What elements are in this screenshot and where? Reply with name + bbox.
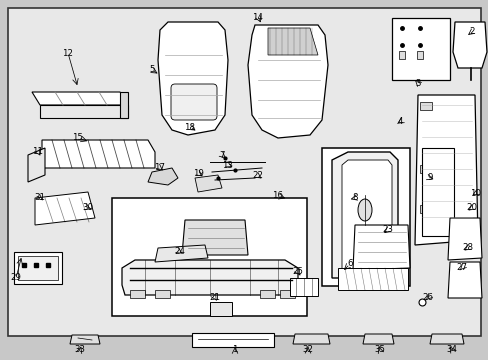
Text: 7: 7	[219, 150, 224, 159]
Polygon shape	[122, 260, 297, 295]
Bar	[321, 148, 409, 286]
Bar	[337, 268, 407, 290]
Text: 17: 17	[154, 163, 165, 172]
Polygon shape	[148, 168, 178, 185]
Polygon shape	[341, 160, 391, 270]
Bar	[398, 51, 404, 59]
Polygon shape	[447, 218, 481, 260]
Polygon shape	[247, 25, 327, 138]
Text: 4: 4	[396, 117, 402, 126]
Text: 12: 12	[62, 49, 73, 58]
Text: 28: 28	[462, 243, 472, 252]
Text: 20: 20	[466, 203, 476, 212]
Text: 14: 14	[252, 13, 263, 22]
Text: 1: 1	[232, 346, 237, 355]
Text: 10: 10	[469, 189, 481, 198]
Text: 32: 32	[302, 346, 313, 355]
Bar	[192, 333, 273, 347]
Polygon shape	[158, 22, 227, 135]
Polygon shape	[447, 262, 481, 298]
Text: 35: 35	[374, 346, 385, 355]
Text: 18: 18	[184, 122, 195, 131]
Text: 13: 13	[222, 161, 233, 170]
Text: 34: 34	[446, 346, 457, 355]
Polygon shape	[352, 225, 409, 270]
Bar	[18, 256, 58, 280]
Text: 11: 11	[32, 148, 43, 157]
Text: 3: 3	[414, 78, 420, 87]
Polygon shape	[120, 92, 128, 118]
Polygon shape	[267, 28, 317, 55]
FancyBboxPatch shape	[171, 84, 217, 120]
Bar	[130, 290, 145, 298]
Text: 6: 6	[346, 260, 352, 269]
Text: 24: 24	[174, 248, 185, 256]
Text: 9: 9	[427, 174, 432, 183]
Bar	[209, 302, 231, 316]
Bar	[421, 148, 453, 236]
Bar	[289, 278, 317, 296]
Bar	[112, 198, 306, 316]
Polygon shape	[452, 22, 486, 68]
Bar	[391, 18, 449, 80]
Polygon shape	[292, 334, 329, 344]
Text: 5: 5	[149, 66, 154, 75]
Polygon shape	[155, 245, 207, 262]
Text: 23: 23	[382, 225, 393, 234]
Polygon shape	[331, 152, 397, 278]
Polygon shape	[32, 92, 128, 105]
Polygon shape	[35, 192, 95, 225]
Polygon shape	[414, 95, 477, 245]
Polygon shape	[42, 140, 155, 168]
Text: 31: 31	[35, 194, 45, 202]
Text: 16: 16	[272, 192, 283, 201]
Polygon shape	[28, 148, 45, 182]
Text: 2: 2	[468, 27, 474, 36]
Text: 21: 21	[209, 293, 220, 302]
Bar	[416, 51, 422, 59]
Text: 15: 15	[72, 134, 83, 143]
Bar	[419, 205, 431, 213]
Polygon shape	[429, 334, 463, 344]
Bar	[260, 290, 274, 298]
Text: 19: 19	[192, 168, 203, 177]
Bar	[280, 290, 294, 298]
Polygon shape	[40, 105, 128, 118]
Text: 27: 27	[456, 264, 467, 273]
Bar	[419, 165, 431, 173]
Text: 22: 22	[252, 171, 263, 180]
Polygon shape	[182, 220, 247, 255]
Bar	[14, 252, 62, 284]
Text: 33: 33	[74, 346, 85, 355]
Text: 25: 25	[292, 267, 303, 276]
Text: 8: 8	[351, 194, 357, 202]
Polygon shape	[70, 335, 100, 344]
Ellipse shape	[357, 199, 371, 221]
Polygon shape	[362, 334, 393, 344]
Polygon shape	[195, 175, 222, 192]
Text: 29: 29	[11, 274, 21, 283]
Bar	[419, 102, 431, 110]
Text: 30: 30	[82, 203, 93, 212]
Bar	[155, 290, 170, 298]
Text: 26: 26	[422, 293, 433, 302]
